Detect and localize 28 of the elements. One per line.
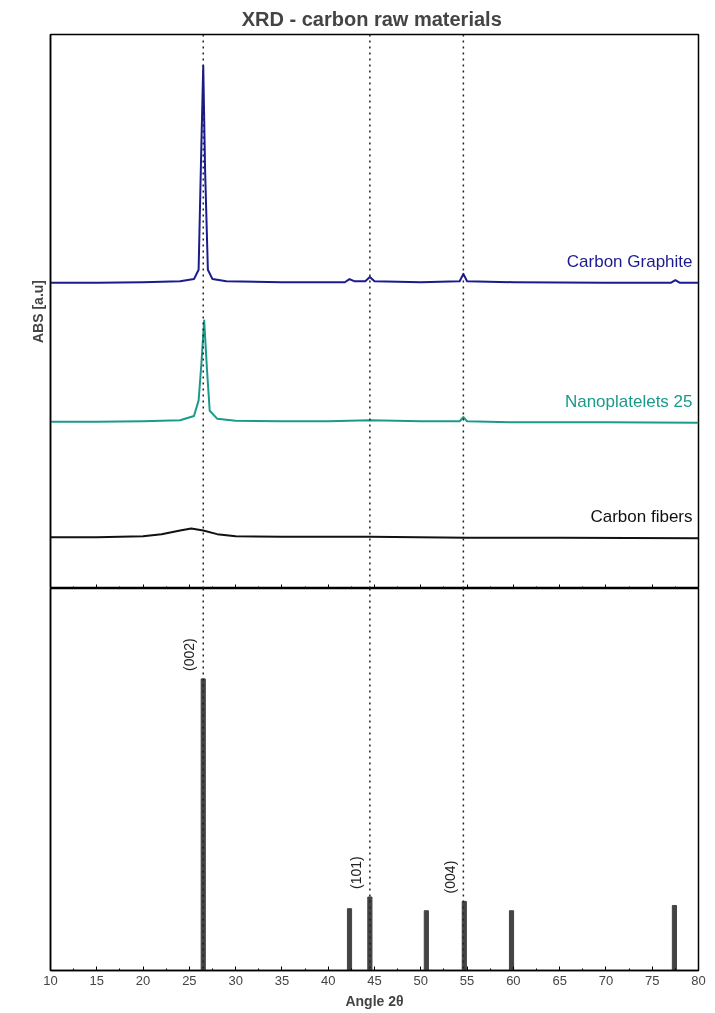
x-axis-title: Angle 2θ	[345, 992, 404, 1009]
annotation: (101)	[347, 856, 364, 890]
x-tick-label: 55	[459, 972, 475, 988]
x-tick-label: 30	[228, 972, 243, 988]
x-tick-label: 50	[413, 972, 429, 988]
x-tick-label: 35	[274, 972, 290, 988]
bar	[423, 910, 429, 971]
x-tick-label: 75	[644, 972, 660, 988]
bar	[671, 904, 678, 971]
bar	[346, 908, 353, 971]
x-tick-label: 45	[367, 972, 382, 988]
x-tick-label: 40	[320, 972, 336, 988]
chart-title: XRD - carbon raw materials	[241, 7, 502, 30]
x-tick-label: 20	[135, 972, 151, 988]
x-tick-label: 25	[182, 972, 197, 988]
series-label: Carbon Graphite	[566, 251, 693, 271]
series-label: Carbon fibers	[590, 507, 693, 527]
annotation: (002)	[181, 638, 198, 671]
x-tick-label: 10	[43, 972, 58, 988]
y-axis-title: ABS [a.u]	[29, 280, 46, 343]
x-tick-label: 15	[89, 972, 105, 988]
bar	[508, 910, 515, 971]
x-tick-label: 80	[691, 972, 706, 988]
x-tick-label: 65	[552, 972, 567, 988]
annotation: (004)	[442, 860, 459, 894]
x-tick-label: 70	[598, 972, 614, 988]
series-label: Nanoplatelets 25	[564, 391, 693, 411]
x-tick-label: 60	[506, 972, 521, 988]
